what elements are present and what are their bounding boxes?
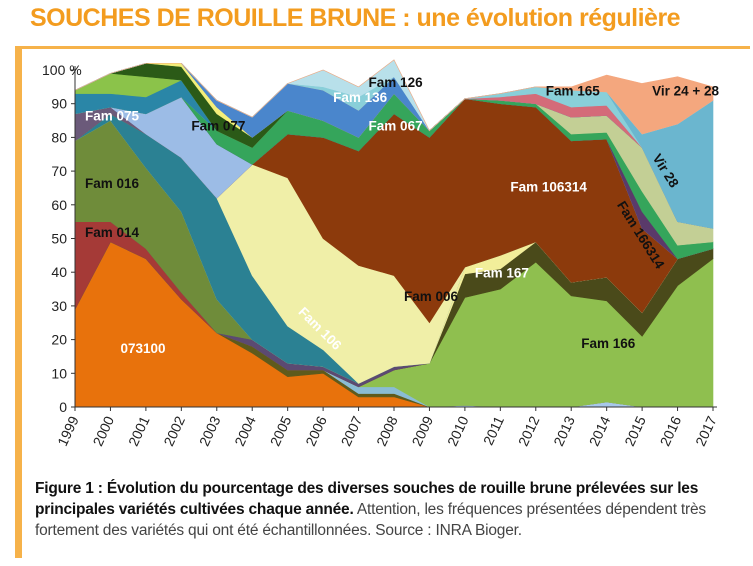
area-label-fam-067: Fam 067: [369, 119, 423, 134]
area-label-fam-014: Fam 014: [85, 225, 140, 240]
stacked-area-chart: 0 10 20 30 40 50 60 70 80 90 100 % 1999 2000 2001 2002…: [42, 59, 720, 449]
title-rule: [15, 46, 750, 49]
y-tick-label: 30: [51, 298, 67, 314]
x-tick-label: 2014: [586, 413, 614, 448]
x-tick-label: 2008: [373, 413, 401, 448]
x-tick-label: 2006: [302, 413, 330, 448]
y-tick-label: 0: [59, 399, 67, 415]
x-tick-label: 2000: [89, 413, 117, 448]
x-tick-label: 2011: [480, 413, 507, 447]
y-tick-label: 50: [51, 231, 67, 247]
area-label-fam-166: Fam 166: [581, 336, 636, 351]
x-tick-label: 2001: [125, 413, 153, 448]
area-label-fam-167: Fam 167: [475, 265, 529, 280]
x-tick-label: 2004: [231, 413, 259, 448]
area-label-fam-016: Fam 016: [85, 176, 140, 191]
y-tick-label: 70: [51, 163, 67, 179]
x-tick-label: 2009: [408, 413, 436, 448]
page-title: SOUCHES DE ROUILLE BRUNE : une évolution…: [30, 4, 681, 32]
x-tick-label: 2013: [550, 413, 578, 448]
x-tick-label: 1999: [54, 413, 82, 448]
y-tick-label: 10: [51, 365, 67, 381]
x-tick-label: 2003: [196, 413, 224, 448]
x-tick-label: 2016: [657, 413, 685, 448]
caption-bold: Figure 1 : Évolution du pourcentage des …: [35, 480, 699, 518]
title-accent-bar: [15, 46, 22, 558]
x-tick-label: 2005: [267, 413, 295, 448]
area-label-fam-077: Fam 077: [191, 119, 245, 134]
area-label-fam-136: Fam 136: [333, 90, 388, 105]
y-tick-label: 80: [51, 129, 67, 145]
caption-text: Attention, les fréquences présentées dép…: [35, 501, 706, 539]
y-tick-label: 20: [51, 332, 67, 348]
area-label-fam-075: Fam 075: [85, 109, 140, 124]
y-tick-label: 60: [51, 197, 67, 213]
x-tick-label: 2010: [444, 413, 472, 448]
area-label-073100: 073100: [120, 341, 165, 356]
x-tick-label: 2002: [160, 413, 188, 448]
area-label-vir-24-28: Vir 24 + 28: [652, 83, 719, 98]
area-label-fam-165: Fam 165: [546, 83, 601, 98]
area-layers: [74, 59, 714, 408]
area-label-fam-106314: Fam 106314: [510, 179, 587, 194]
area-label-fam-126: Fam 126: [369, 75, 424, 90]
area-label-fam-006: Fam 006: [404, 289, 459, 304]
x-tick-label: 2012: [515, 413, 543, 448]
figure-caption: Figure 1 : Évolution du pourcentage des …: [35, 478, 747, 541]
x-tick-label: 2007: [338, 413, 366, 448]
x-tick-label: 2017: [692, 413, 720, 448]
x-tick-label: 2015: [621, 413, 649, 448]
y-tick-label: 90: [51, 96, 67, 112]
y-tick-label: 100 %: [42, 62, 82, 78]
y-tick-label: 40: [51, 264, 67, 280]
area-vir-24-28: [74, 59, 714, 135]
